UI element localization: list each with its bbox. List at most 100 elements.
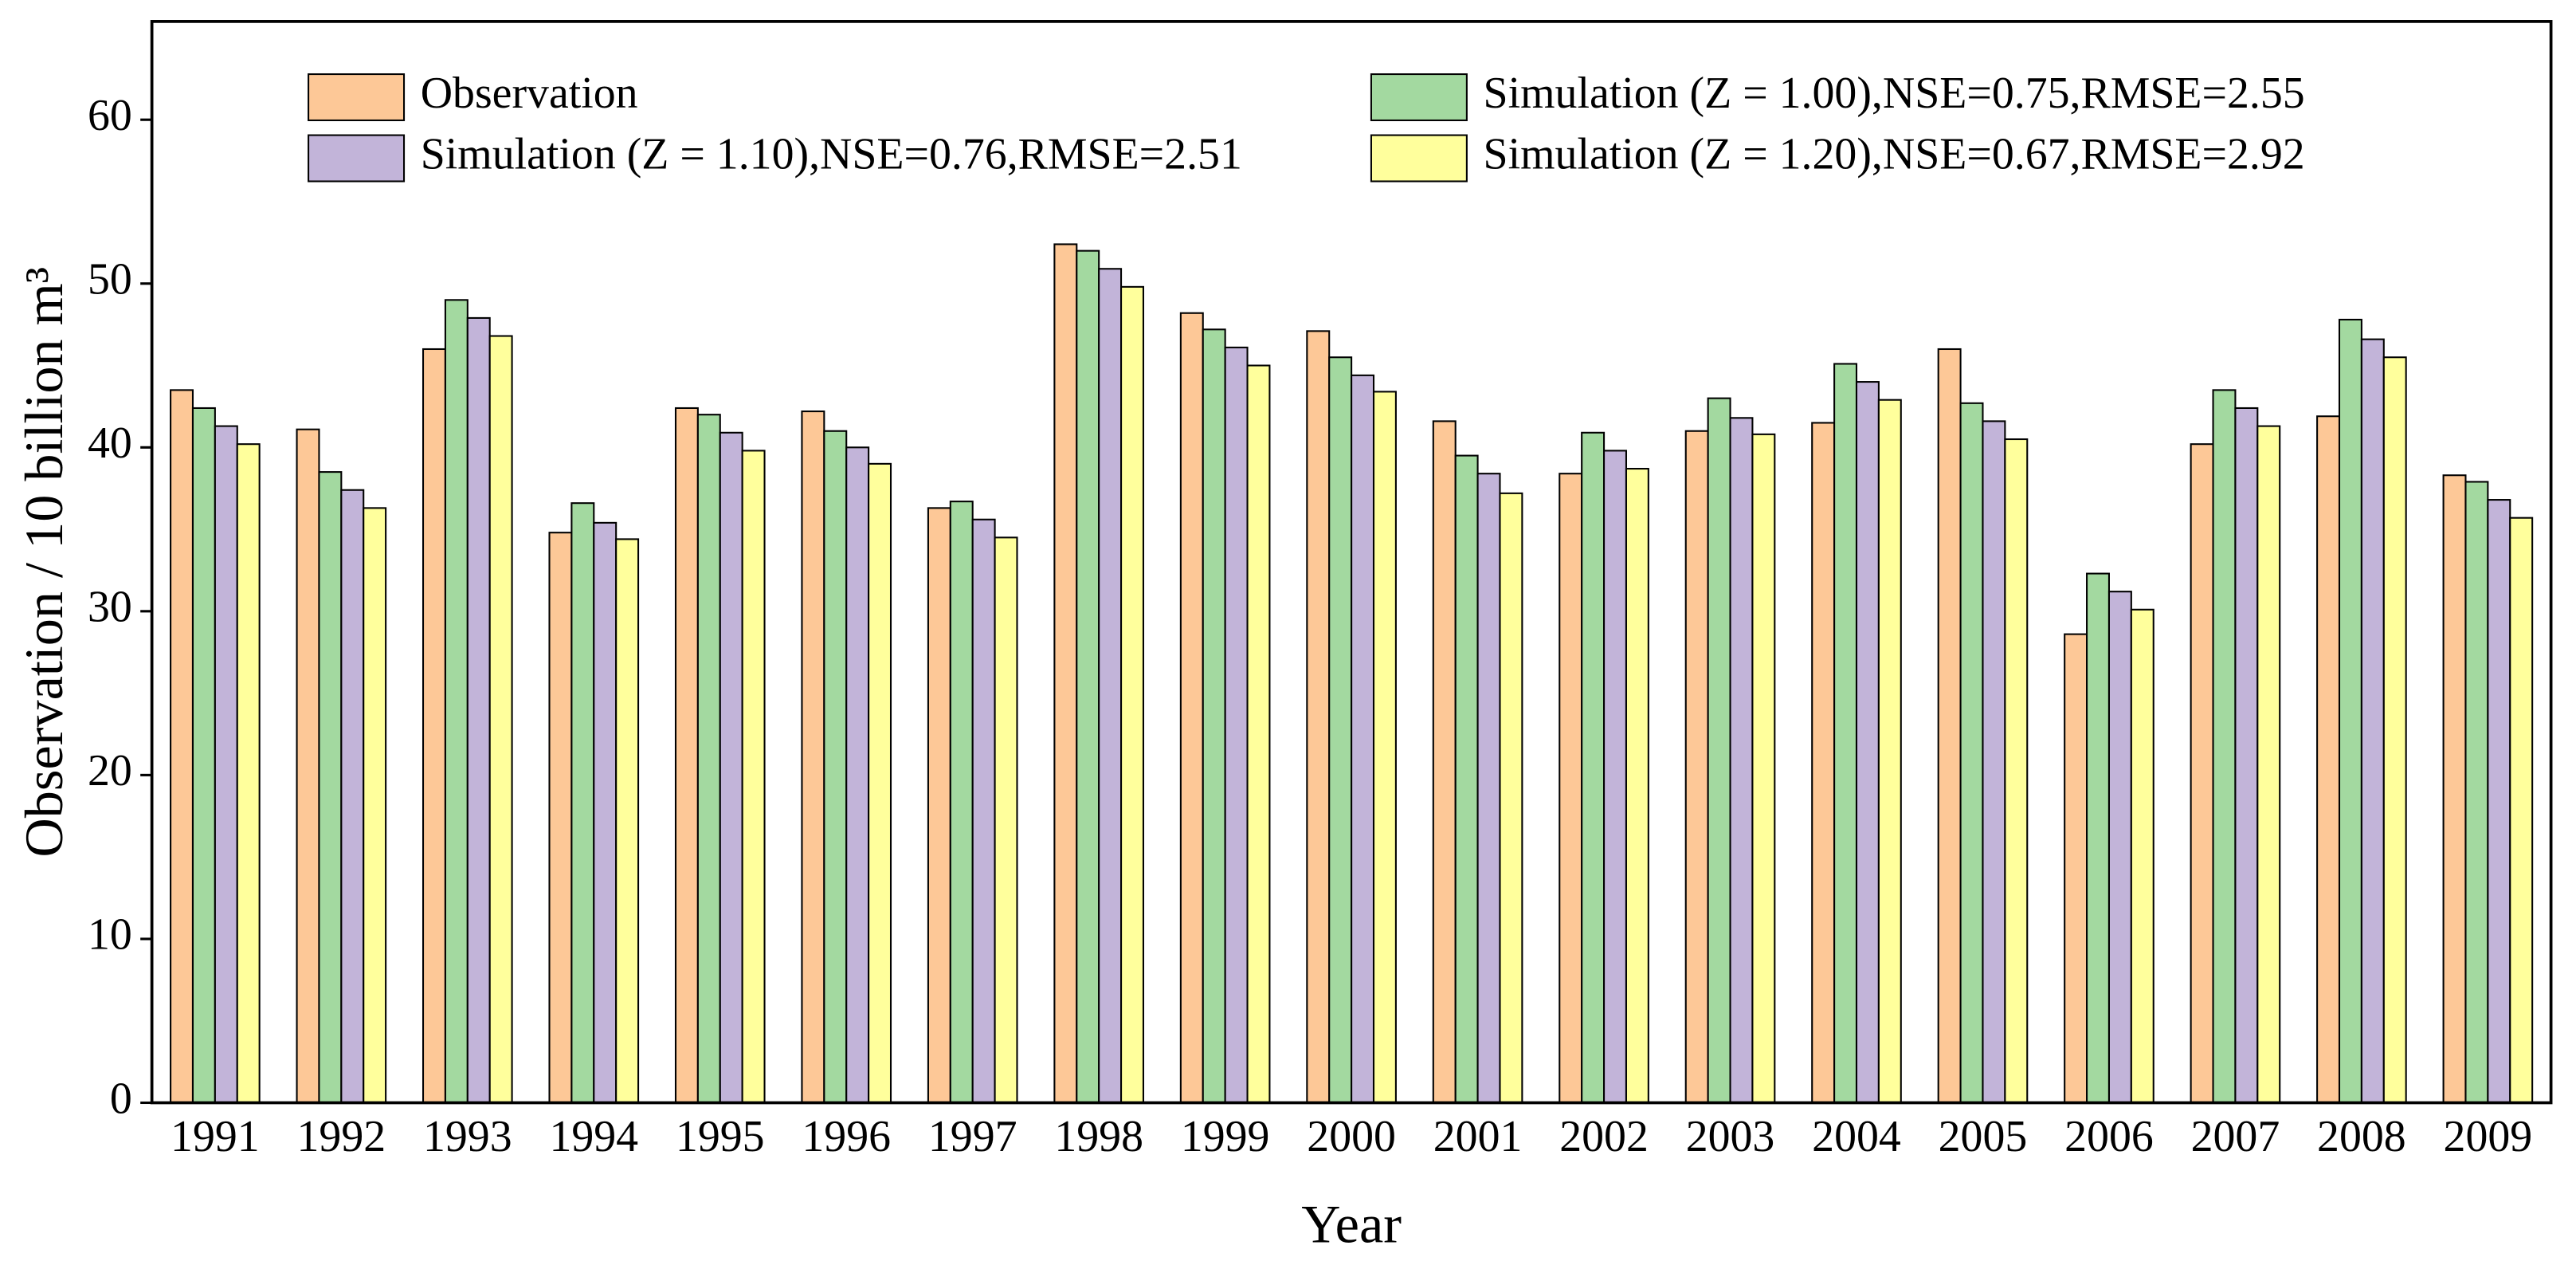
legend-label: Simulation (Z = 1.00),NSE=0.75,RMSE=2.55 [1484,69,2305,118]
bar [1959,402,1984,1104]
bar [1179,312,1204,1104]
bar [570,502,595,1104]
y-axis-title: Observation / 10 billion m³ [14,267,74,858]
bar [1499,492,1523,1104]
x-tick-label: 1998 [1054,1112,1143,1161]
bar [2190,443,2214,1104]
bar [1053,243,1078,1104]
y-tick-label: 10 [88,910,132,960]
bar [1224,346,1249,1104]
legend-swatch [308,134,406,183]
bar [1625,467,1649,1104]
bar [1729,417,1754,1104]
bar [1937,348,1962,1104]
y-tick-label: 50 [88,255,132,304]
legend-swatch [1370,73,1468,121]
bar [1877,399,1902,1104]
bar [1833,363,1858,1104]
bar [236,443,261,1104]
bar [296,428,320,1104]
bar [1328,356,1353,1104]
bar [170,389,194,1104]
bar [1707,397,1731,1104]
bar [1098,268,1123,1104]
bar [1476,473,1501,1104]
bar [214,425,238,1104]
bar [1603,450,1627,1104]
bar [548,532,573,1104]
x-tick-label: 1995 [676,1112,765,1161]
bar [2130,608,2155,1104]
y-tick-label: 30 [88,583,132,632]
bar [2509,517,2534,1104]
bar [191,407,216,1104]
bar [1559,473,1583,1104]
legend-label: Observation [421,69,638,118]
legend-swatch [1370,134,1468,183]
y-tick-label: 40 [88,418,132,468]
bar [719,431,743,1104]
bar [674,407,699,1104]
bar [444,299,469,1104]
y-tick-label: 20 [88,746,132,795]
bar [2442,474,2467,1104]
bar [927,507,951,1104]
x-tick-label: 2002 [1559,1112,1649,1161]
bar [2487,499,2511,1104]
bar [1202,328,1226,1104]
bar [2338,318,2362,1104]
bar [421,348,446,1104]
y-tick-label: 60 [88,91,132,140]
x-tick-label: 1997 [928,1112,1017,1161]
bar [741,450,766,1104]
bar [2064,633,2088,1104]
x-tick-label: 2009 [2444,1112,2533,1161]
x-tick-label: 2008 [2317,1112,2406,1161]
x-tick-label: 2006 [2064,1112,2154,1161]
y-tick-label: 0 [110,1074,132,1123]
bar [994,536,1018,1104]
bar [1811,422,1836,1104]
bar [1246,364,1271,1104]
bar [1432,420,1457,1104]
bar [2086,572,2110,1104]
bar [2360,338,2385,1104]
bar [615,538,640,1104]
bar [1306,330,1331,1104]
bar [696,414,721,1104]
bar [868,462,892,1104]
bar [593,521,618,1104]
bar [1120,285,1144,1104]
bar [1581,431,1606,1104]
bar [2464,481,2489,1104]
bar [1351,374,1375,1104]
x-tick-label: 1991 [171,1112,260,1161]
x-axis-title: Year [1301,1193,1402,1254]
x-tick-label: 2004 [1812,1112,1901,1161]
bar [1982,420,2006,1104]
bar [2382,356,2407,1104]
bar [1684,430,1709,1104]
bar [466,316,491,1104]
bar [488,335,513,1104]
bar [2316,415,2341,1104]
bar [823,430,848,1104]
bar [2212,389,2237,1104]
plot-frame [150,20,2553,1105]
bar [2004,438,2029,1104]
bar [971,518,996,1104]
bar [363,507,387,1104]
legend-label: Simulation (Z = 1.20),NSE=0.67,RMSE=2.92 [1484,129,2305,179]
x-tick-label: 1994 [549,1112,638,1161]
bar [1372,391,1397,1104]
x-tick-label: 2000 [1307,1112,1396,1161]
bar [340,489,365,1104]
bar [801,411,825,1104]
bar [318,471,343,1104]
x-tick-label: 2003 [1686,1112,1775,1161]
x-tick-label: 1992 [297,1112,386,1161]
legend-swatch [308,73,406,121]
bar [1454,454,1479,1104]
bar [2256,425,2281,1104]
